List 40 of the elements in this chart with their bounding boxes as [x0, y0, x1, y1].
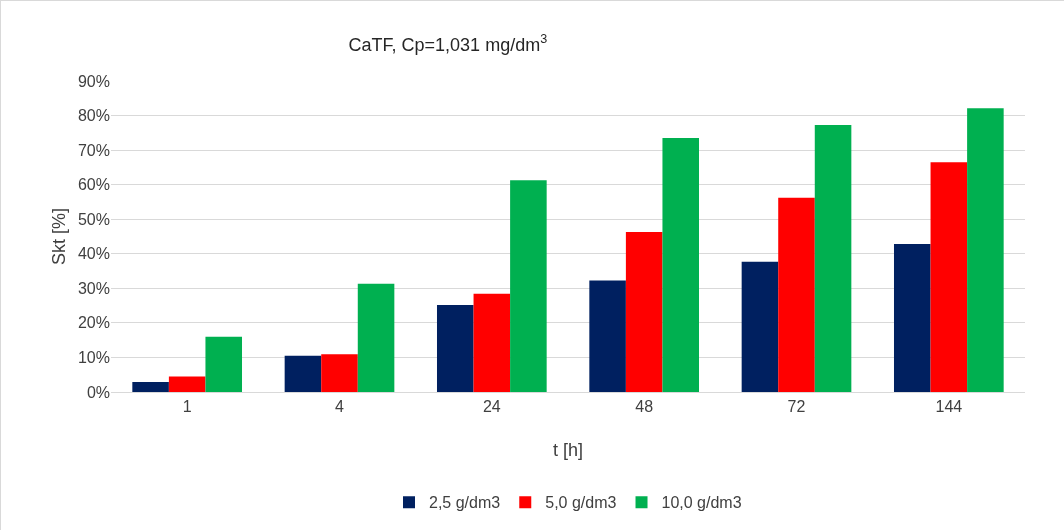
y-axis-title: Skt [%]: [49, 207, 69, 266]
x-tick-label: 24: [482, 398, 501, 416]
bar: [893, 244, 931, 392]
y-tick-label: 0%: [86, 383, 110, 401]
y-tick-label: 50%: [77, 210, 110, 228]
x-tick-label: 72: [787, 398, 806, 416]
y-tick-label: 70%: [77, 141, 110, 159]
legend-label: 10,0 g/dm3: [661, 494, 742, 512]
bar: [741, 261, 779, 392]
bar: [132, 381, 169, 392]
y-tick-label: 10%: [77, 349, 110, 367]
chart-title: CaTF, Cp=1,031 mg/dm$^{3}$: [348, 32, 548, 55]
bar: [589, 280, 626, 392]
bar: [357, 283, 395, 392]
x-tick-label: 48: [635, 398, 654, 416]
bar: [321, 354, 358, 392]
bar: [930, 162, 968, 392]
y-tick-label: 60%: [77, 176, 110, 194]
bar: [168, 376, 206, 392]
legend-label: 5,0 g/dm3: [545, 494, 617, 512]
bar: [284, 355, 322, 392]
x-tick-label: 144: [935, 398, 963, 416]
bar: [473, 293, 511, 392]
x-axis-title: t [h]: [552, 440, 584, 460]
y-tick-label: 20%: [77, 314, 110, 332]
bar: [625, 232, 663, 392]
legend-label: 2,5 g/dm3: [429, 494, 501, 512]
bar: [510, 180, 547, 392]
y-tick-label: 80%: [77, 107, 110, 125]
bar: [205, 336, 243, 392]
y-tick-label: 40%: [77, 245, 110, 263]
bar: [662, 138, 700, 392]
x-tick-label: 4: [335, 398, 345, 416]
bar: [814, 124, 852, 392]
y-tick-label: 30%: [77, 279, 110, 297]
y-tick-label: 90%: [77, 72, 110, 90]
bar: [967, 108, 1004, 392]
x-tick-label: 1: [182, 398, 192, 416]
bar: [436, 304, 474, 392]
bar: [778, 197, 815, 392]
